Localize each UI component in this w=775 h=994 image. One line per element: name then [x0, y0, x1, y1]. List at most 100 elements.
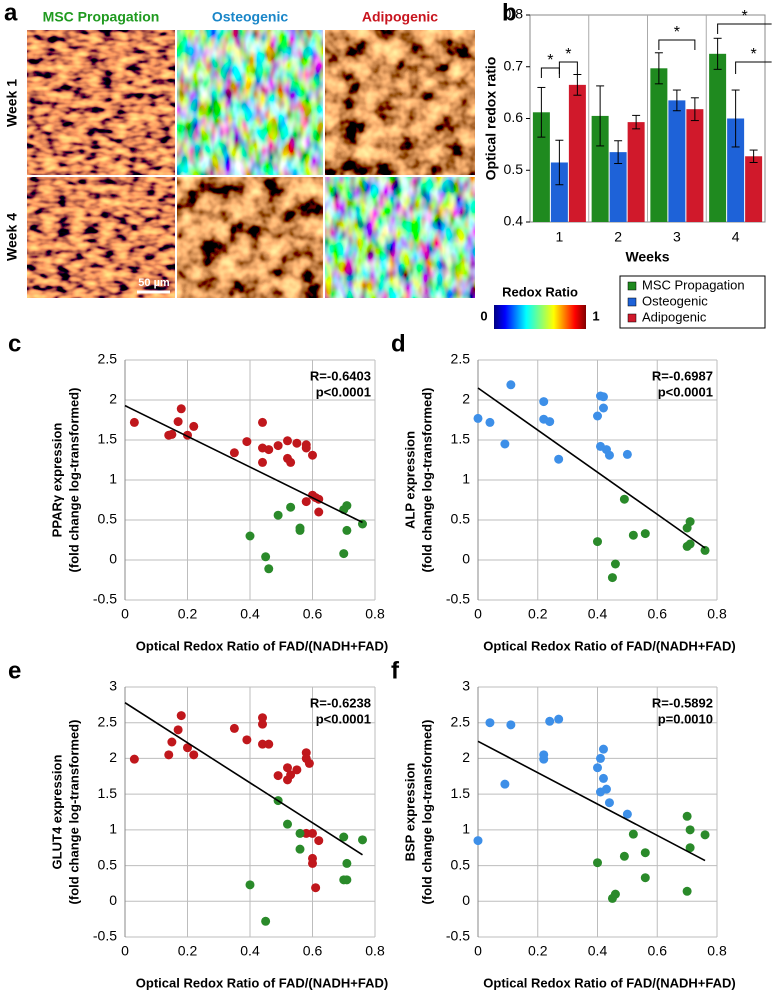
point [500, 779, 510, 789]
point [595, 753, 605, 763]
bar [745, 156, 763, 222]
y-axis-label: BSP expression [402, 763, 417, 862]
panel-letter: c [8, 330, 21, 357]
point [314, 507, 324, 517]
colorbar-tick-label: 0 [480, 308, 487, 323]
point [258, 457, 267, 467]
x-tick-label: 0 [474, 606, 482, 622]
stat-label: R=-0.6238 [310, 695, 371, 710]
point [264, 739, 274, 749]
point [311, 883, 321, 893]
y-tick-label: 2 [109, 391, 117, 407]
point [700, 830, 710, 840]
stat-label: p=0.0010 [658, 711, 713, 726]
point [283, 819, 292, 829]
point [485, 417, 495, 427]
legend-swatch [627, 297, 637, 307]
x-tick-label: 2 [614, 229, 622, 245]
point [339, 832, 349, 842]
point [682, 886, 692, 896]
point [292, 765, 302, 775]
x-tick-label: 0.6 [303, 606, 323, 622]
point [473, 836, 483, 846]
significance-label: * [751, 46, 757, 63]
point [189, 750, 199, 760]
y-axis-label: ALP expression [402, 431, 417, 529]
point [545, 417, 555, 427]
x-tick-label: 0 [121, 606, 129, 622]
stat-label: R=-0.5892 [652, 695, 713, 710]
point [545, 716, 555, 726]
column-title: MSC Propagation [43, 9, 160, 25]
point [607, 573, 617, 583]
bar [532, 112, 550, 222]
point [286, 770, 296, 780]
micrograph [27, 177, 175, 298]
significance-label: * [565, 46, 571, 63]
y-tick-label: 1.5 [451, 785, 471, 801]
point [598, 392, 608, 402]
point [554, 454, 564, 464]
point [598, 773, 608, 783]
point [622, 809, 632, 819]
point [183, 743, 192, 753]
row-title: Week 4 [4, 213, 20, 261]
point [176, 711, 186, 721]
point [264, 564, 274, 574]
point [283, 763, 292, 773]
y-tick-label: 0.5 [451, 511, 471, 527]
x-tick-label: 0 [474, 943, 482, 959]
panel-letter: a [4, 0, 18, 26]
point [258, 417, 267, 427]
y-tick-label: 2 [109, 749, 117, 765]
point [682, 811, 692, 821]
x-axis-label: Optical Redox Ratio of FAD/(NADH+FAD) [136, 975, 388, 990]
x-tick-label: 0.2 [178, 943, 198, 959]
y-tick-label: 0.7 [504, 57, 524, 73]
point [189, 421, 199, 431]
y-tick-label: 1.5 [451, 431, 471, 447]
significance-bracket [735, 61, 772, 74]
y-tick-label: 2.5 [451, 713, 471, 729]
x-tick-label: 0.6 [648, 943, 668, 959]
stat-label: p<0.0001 [316, 384, 371, 399]
point [273, 771, 283, 781]
y-tick-label: 2.5 [98, 351, 118, 367]
bar [727, 118, 745, 222]
y-tick-label: 1.5 [98, 785, 118, 801]
stat-label: p<0.0001 [316, 711, 371, 726]
y-axis-label: Optical redox ratio [483, 57, 499, 181]
panel-letter: f [391, 657, 400, 684]
point [273, 510, 283, 520]
point [301, 828, 311, 838]
point [129, 754, 139, 764]
column-title: Adipogenic [362, 9, 438, 25]
point [308, 450, 317, 460]
panel-letter: d [391, 330, 406, 357]
point [261, 916, 271, 926]
y-tick-label: 0 [462, 892, 470, 908]
stat-label: R=-0.6403 [310, 368, 371, 383]
x-tick-label: 0.8 [365, 943, 385, 959]
column-title: Osteogenic [212, 9, 288, 25]
point [619, 851, 629, 861]
point [173, 417, 183, 427]
y-tick-label: 2 [462, 391, 470, 407]
y-tick-label: 0.5 [98, 856, 118, 872]
point [258, 713, 267, 723]
y-tick-label: -0.5 [93, 591, 117, 607]
bar [591, 115, 609, 222]
y-tick-label: 0.5 [98, 511, 118, 527]
point [593, 537, 602, 547]
point [229, 723, 239, 733]
y-tick-label: 1 [109, 471, 117, 487]
fit-line [477, 740, 706, 862]
bar [609, 152, 627, 222]
point [314, 836, 324, 846]
point [342, 875, 352, 885]
colorbar [494, 305, 586, 329]
legend-swatch [627, 313, 637, 323]
point [264, 445, 274, 455]
point [610, 559, 620, 569]
x-tick-label: 0.4 [240, 606, 260, 622]
